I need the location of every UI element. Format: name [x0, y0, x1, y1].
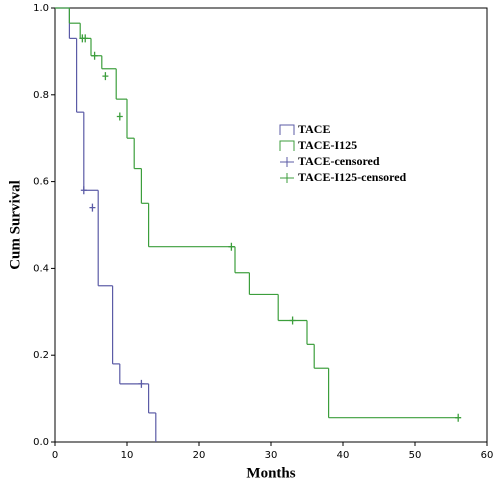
x-tick-label: 40	[337, 450, 350, 461]
censor-mark	[91, 51, 98, 60]
legend-swatch	[279, 140, 295, 151]
y-tick-label: 0.0	[33, 437, 49, 448]
legend-swatch	[279, 124, 295, 135]
y-tick-label: 0.2	[33, 350, 49, 361]
legend-swatch	[280, 157, 294, 167]
legend-label: TACE	[298, 122, 330, 136]
x-tick-label: 10	[121, 450, 134, 461]
x-tick-label: 60	[481, 450, 494, 461]
x-axis-label: Months	[246, 465, 295, 481]
censor-mark	[289, 316, 296, 325]
censor-mark	[102, 72, 109, 81]
x-tick-label: 0	[52, 450, 58, 461]
censor-mark	[116, 112, 123, 121]
censor-mark	[228, 242, 235, 251]
x-tick-label: 20	[193, 450, 206, 461]
x-tick-label: 50	[409, 450, 422, 461]
y-axis-label: Cum Survival	[7, 180, 23, 270]
y-tick-label: 0.4	[33, 263, 49, 274]
legend-label: TACE-I125	[298, 138, 357, 152]
y-tick-label: 1.0	[33, 3, 49, 14]
censor-mark	[138, 379, 145, 388]
legend-label: TACE-censored	[298, 154, 380, 168]
censor-mark	[89, 203, 96, 212]
x-tick-label: 30	[265, 450, 278, 461]
censor-mark	[455, 413, 462, 422]
legend-swatch	[280, 173, 294, 183]
y-tick-label: 0.6	[33, 177, 49, 188]
censor-mark	[80, 186, 87, 195]
censor-mark	[82, 34, 89, 43]
legend-label: TACE-I125-censored	[298, 170, 407, 184]
y-tick-label: 0.8	[33, 90, 49, 101]
